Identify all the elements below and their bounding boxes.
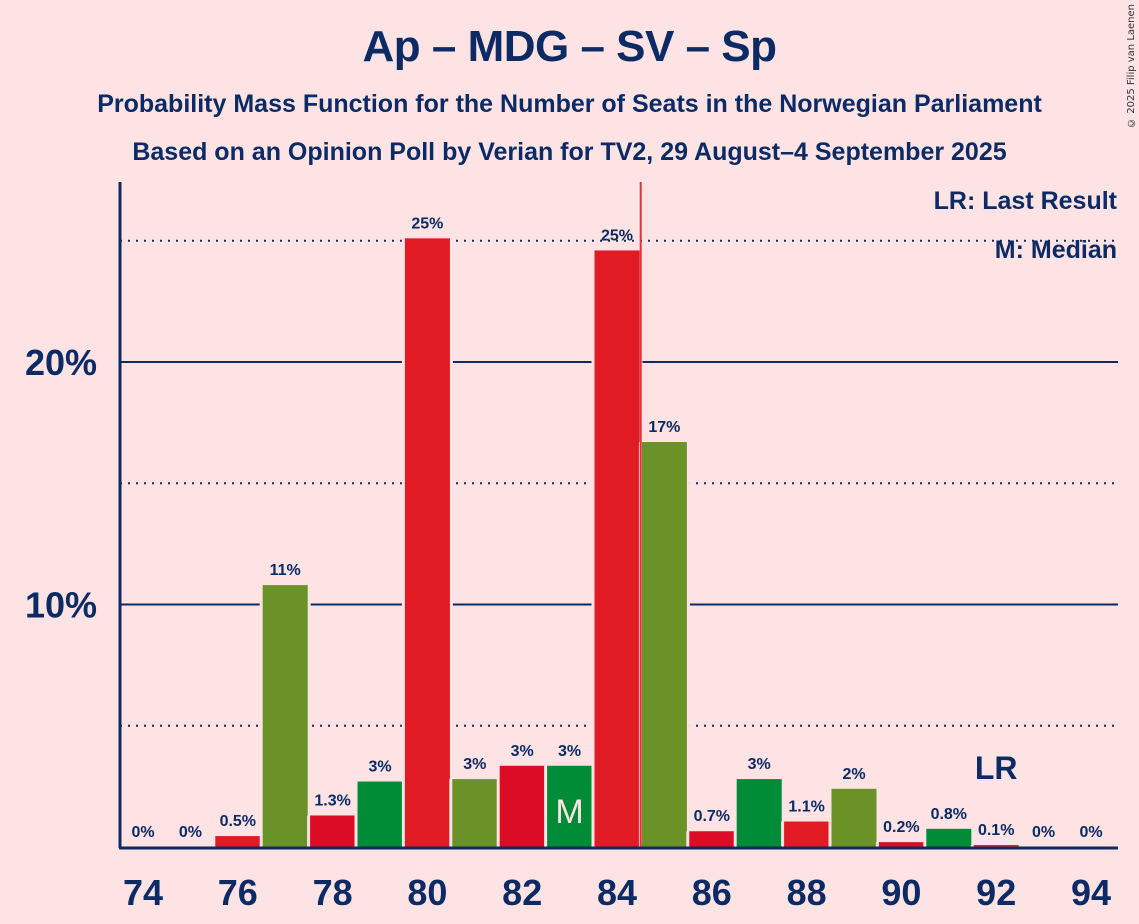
data-label-76: 0.5%: [220, 813, 256, 830]
x-tick-label: 88: [787, 872, 827, 913]
data-label-86: 0.7%: [694, 808, 730, 825]
bar-79: [357, 781, 403, 847]
data-label-80: 25%: [411, 215, 443, 232]
bar-84: [594, 250, 640, 847]
x-tick-label: 76: [218, 872, 258, 913]
chart-subtitle-poll: Based on an Opinion Poll by Verian for T…: [132, 138, 1007, 166]
data-label-77: 11%: [270, 562, 301, 579]
median-marker: M: [555, 793, 583, 831]
data-label-85: 17%: [648, 419, 680, 436]
data-labels: 0% 0% 0.5% 11% 1.3% 3% 25% 3% 3% 3% 25% 17% 0.7% 3% 1.…: [131, 215, 1102, 841]
bar-76: [215, 836, 261, 847]
bar-86: [689, 831, 735, 847]
bar-87: [736, 779, 782, 847]
bar-90: [878, 842, 924, 847]
bar-89: [831, 788, 877, 847]
y-tick-label: 20%: [25, 342, 97, 383]
x-tick-label: 86: [692, 872, 732, 913]
x-tick-label: 90: [881, 872, 921, 913]
data-label-89: 2%: [842, 766, 865, 783]
x-tick-label: 94: [1071, 872, 1111, 913]
bar-85: [641, 442, 687, 847]
x-tick-label: 84: [597, 872, 637, 913]
data-label-74: 0%: [131, 824, 154, 841]
data-label-91: 0.8%: [931, 806, 967, 823]
data-label-92: 0.1%: [978, 822, 1014, 839]
bar-83: [547, 765, 593, 847]
bars: [212, 238, 1022, 847]
x-tick-label: 82: [502, 872, 542, 913]
bar-80: [404, 238, 450, 847]
y-tick-label: 10%: [25, 585, 97, 626]
data-label-90: 0.2%: [883, 819, 919, 836]
bar-77: [262, 585, 308, 847]
bar-81: [452, 779, 498, 847]
data-label-88: 1.1%: [788, 799, 824, 816]
bar-82: [499, 765, 545, 847]
legend-median: M: Median: [995, 236, 1117, 264]
x-tick-label: 80: [407, 872, 447, 913]
data-label-81: 3%: [463, 756, 486, 773]
last-result-marker: LR: [975, 750, 1018, 786]
data-label-83: 3%: [558, 743, 581, 760]
x-tick-label: 78: [313, 872, 353, 913]
data-label-78: 1.3%: [314, 792, 350, 809]
data-label-79: 3%: [368, 759, 391, 776]
legend-last-result: LR: Last Result: [934, 187, 1118, 215]
axes: 10% 20% 74 76 78 80 82 84 86 88 90 92 94: [25, 182, 1118, 913]
x-tick-label: 74: [123, 872, 163, 913]
chart-subtitle: Probability Mass Function for the Number…: [97, 90, 1042, 118]
data-label-84: 25%: [601, 227, 633, 244]
data-label-75: 0%: [179, 824, 202, 841]
bar-92: [973, 845, 1019, 847]
bar-78: [310, 815, 356, 847]
legend: LR: Last Result M: Median: [934, 187, 1118, 264]
bar-88: [784, 821, 830, 847]
data-label-82: 3%: [511, 743, 534, 760]
data-label-87: 3%: [748, 756, 771, 773]
data-label-93: 0%: [1032, 824, 1055, 841]
bar-91: [926, 828, 972, 847]
x-tick-label: 92: [976, 872, 1016, 913]
chart-title: Ap – MDG – SV – Sp: [362, 22, 777, 71]
data-label-94: 0%: [1079, 824, 1102, 841]
